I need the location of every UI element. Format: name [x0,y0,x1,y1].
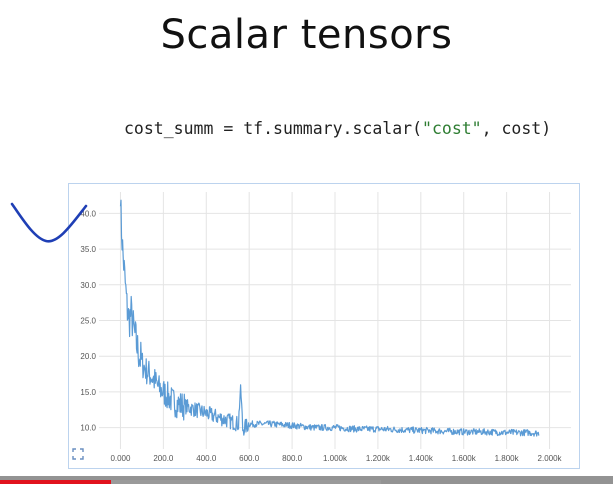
cost-chart: 0.000 200.0 400.0 600.0 800.0 1.000k 1.200k 1.4… [80,192,571,463]
y-tick-label: 10.0 [80,424,96,433]
x-tick-label: 1.000k [323,454,348,463]
slide-title: Scalar tensors [160,12,453,58]
y-tick-label: 25.0 [80,317,96,326]
chart-frame: 0.000 200.0 400.0 600.0 800.0 1.000k 1.200k 1.4… [68,183,580,469]
y-tick-label: 30.0 [80,281,96,290]
x-tick-label: 600.0 [239,454,260,463]
video-buffered-bar [111,480,381,484]
x-tick-label: 400.0 [196,454,217,463]
x-tick-label: 1.600k [452,454,477,463]
y-tick-label: 15.0 [80,388,96,397]
y-tick-label: 20.0 [80,352,96,361]
code-prefix: cost_summ = tf.summary.scalar( [124,119,423,138]
x-tick-label: 2.000k [538,454,563,463]
code-suffix: , cost) [481,119,552,138]
code-string: "cost" [422,119,482,138]
x-tick-label: 1.400k [409,454,434,463]
x-tick-label: 0.000 [110,454,131,463]
y-tick-label: 35.0 [80,245,96,254]
video-progress-bar[interactable] [0,480,111,484]
expand-icon[interactable] [72,448,84,460]
pen-annotation [10,202,88,243]
code-line: cost_summ = tf.summary.scalar("cost", co… [124,119,551,138]
x-tick-label: 1.800k [495,454,520,463]
y-tick-label: 40.0 [80,209,96,218]
x-tick-label: 800.0 [282,454,303,463]
series-line-cost [119,199,540,437]
x-tick-label: 200.0 [153,454,174,463]
x-tick-label: 1.200k [366,454,391,463]
